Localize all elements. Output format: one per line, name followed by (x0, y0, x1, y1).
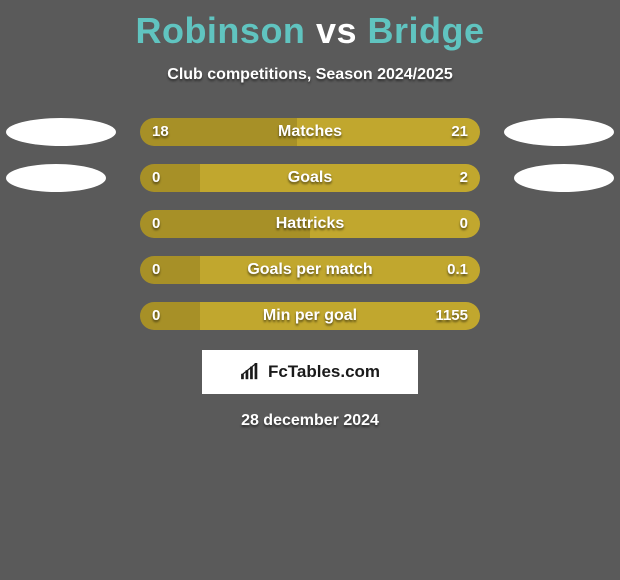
barchart-icon (240, 363, 262, 381)
stats-rows: 1821Matches 02Goals 00Hattricks 00.1Goals p… (0, 118, 620, 330)
brand-box: FcTables.com (202, 350, 418, 394)
metric-label: Goals per match (140, 256, 480, 284)
metric-label: Goals (140, 164, 480, 192)
player1-name: Robinson (135, 10, 305, 51)
player2-name: Bridge (368, 10, 485, 51)
stat-row: 00Hattricks (0, 210, 620, 238)
stat-row: 1821Matches (0, 118, 620, 146)
club-ellipse-right (504, 118, 614, 146)
brand-text: FcTables.com (268, 362, 380, 382)
stat-row: 01155Min per goal (0, 302, 620, 330)
subtitle: Club competitions, Season 2024/2025 (0, 66, 620, 84)
club-ellipse-left (6, 164, 106, 192)
vs-text: vs (316, 10, 357, 51)
club-ellipse-left (6, 118, 116, 146)
stat-row: 02Goals (0, 164, 620, 192)
page-title: Robinson vs Bridge (0, 0, 620, 52)
metric-label: Matches (140, 118, 480, 146)
stat-row: 00.1Goals per match (0, 256, 620, 284)
date-stamp: 28 december 2024 (0, 412, 620, 430)
metric-label: Min per goal (140, 302, 480, 330)
metric-label: Hattricks (140, 210, 480, 238)
club-ellipse-right (514, 164, 614, 192)
